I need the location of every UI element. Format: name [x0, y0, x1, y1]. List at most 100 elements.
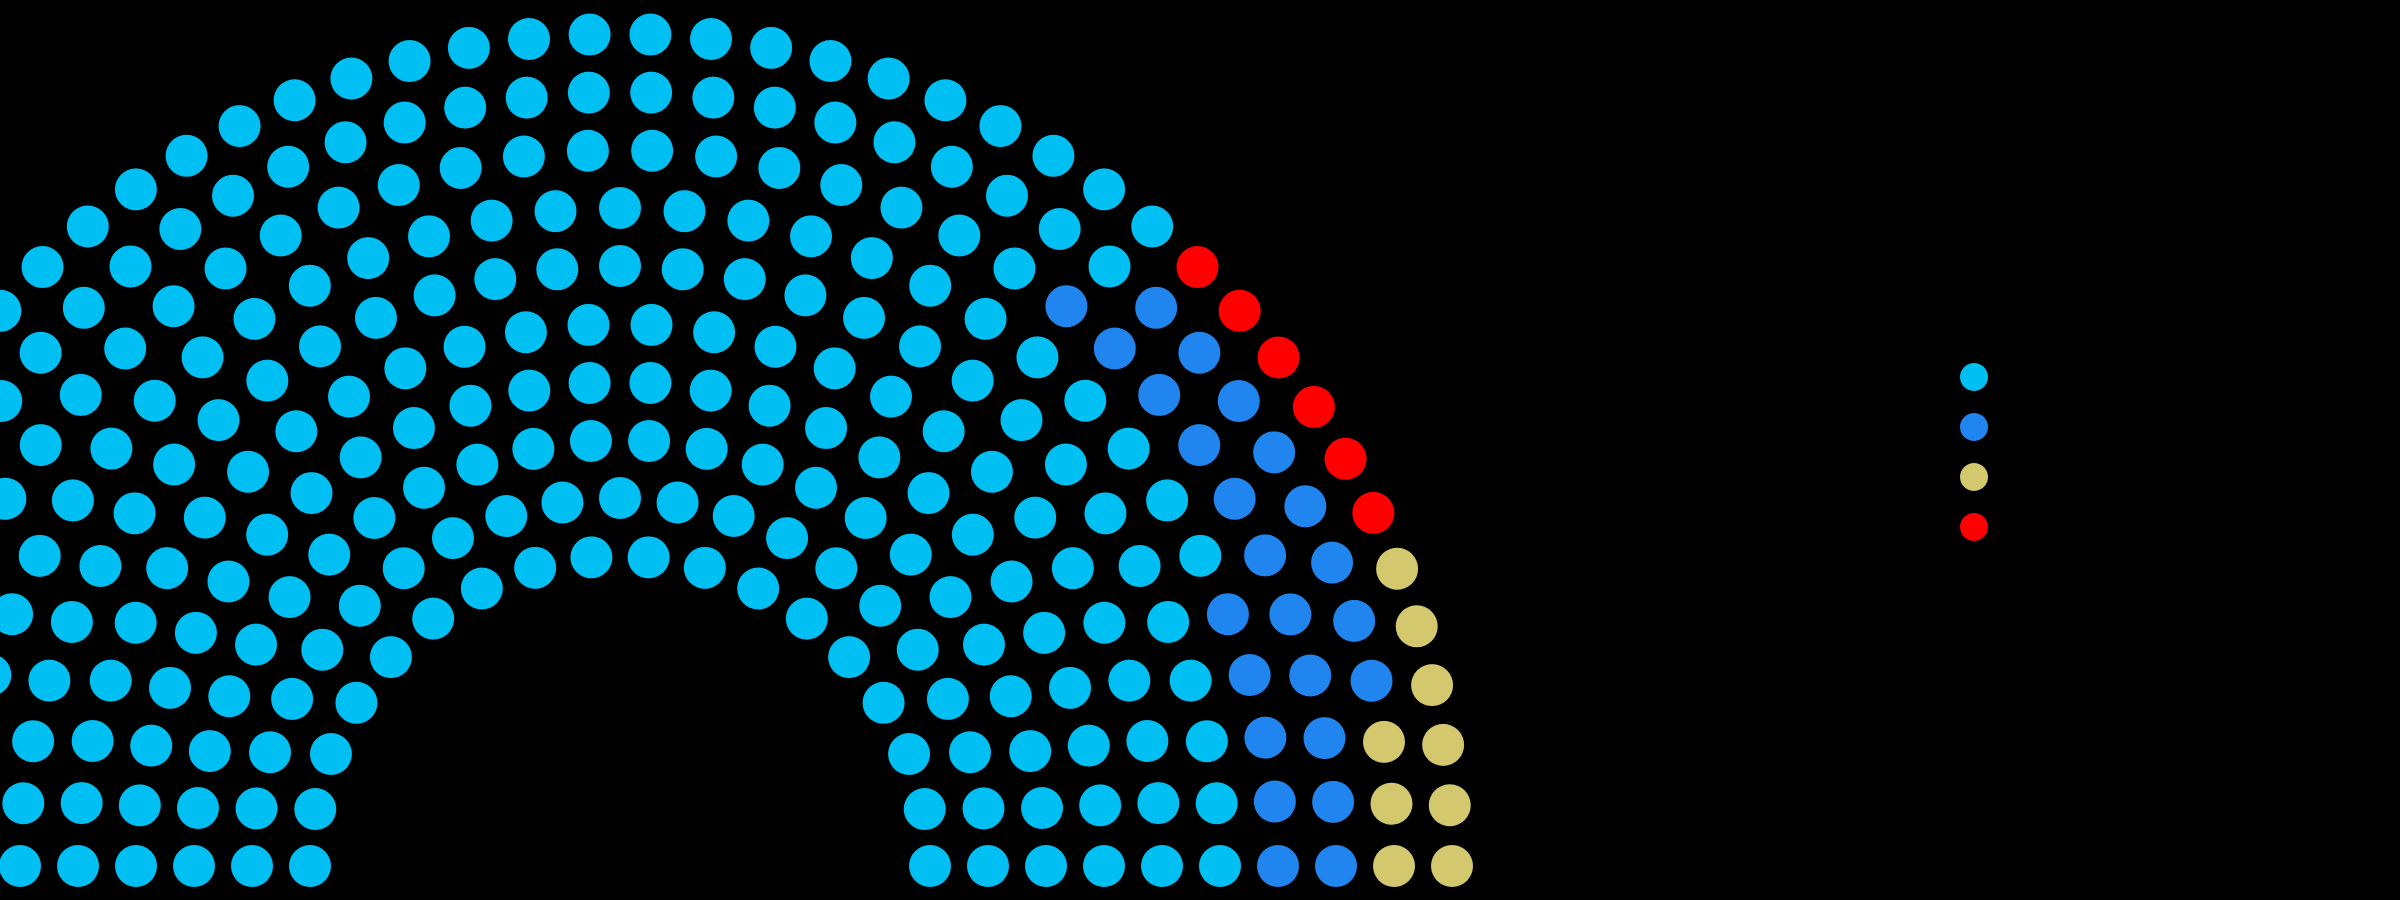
- seat[interactable]: [1269, 593, 1312, 636]
- seat[interactable]: [347, 237, 390, 280]
- seat[interactable]: [661, 248, 704, 291]
- seat[interactable]: [1038, 208, 1081, 251]
- seat[interactable]: [1021, 786, 1064, 829]
- seat[interactable]: [784, 274, 827, 317]
- seat[interactable]: [889, 533, 932, 576]
- seat[interactable]: [1147, 600, 1190, 643]
- seat[interactable]: [1411, 664, 1454, 707]
- seat[interactable]: [1178, 331, 1221, 374]
- seat[interactable]: [1217, 380, 1260, 423]
- seat[interactable]: [289, 845, 331, 887]
- seat[interactable]: [339, 436, 382, 479]
- seat[interactable]: [630, 71, 673, 114]
- seat[interactable]: [880, 186, 923, 229]
- seat[interactable]: [1000, 399, 1043, 442]
- seat[interactable]: [443, 325, 486, 368]
- seat[interactable]: [174, 611, 217, 654]
- seat[interactable]: [71, 720, 114, 763]
- seat[interactable]: [805, 407, 848, 450]
- seat[interactable]: [51, 479, 94, 522]
- seat[interactable]: [814, 101, 857, 144]
- seat[interactable]: [568, 361, 611, 404]
- seat[interactable]: [227, 450, 270, 493]
- seat[interactable]: [1352, 491, 1395, 534]
- seat[interactable]: [979, 105, 1022, 148]
- seat[interactable]: [1213, 477, 1256, 520]
- seat[interactable]: [1126, 720, 1169, 763]
- seat[interactable]: [629, 13, 672, 56]
- seat[interactable]: [758, 146, 801, 189]
- seat[interactable]: [204, 247, 247, 290]
- seat[interactable]: [990, 560, 1033, 603]
- seat[interactable]: [1141, 845, 1183, 887]
- seat[interactable]: [599, 245, 641, 287]
- seat[interactable]: [753, 86, 796, 129]
- seat[interactable]: [907, 472, 950, 515]
- seat[interactable]: [0, 477, 27, 520]
- seat[interactable]: [567, 303, 610, 346]
- seat[interactable]: [1138, 373, 1181, 416]
- seat[interactable]: [599, 477, 641, 519]
- seat[interactable]: [309, 733, 352, 776]
- seat[interactable]: [508, 369, 551, 412]
- seat[interactable]: [569, 419, 612, 462]
- seat[interactable]: [146, 547, 189, 590]
- seat[interactable]: [1257, 845, 1299, 887]
- seat[interactable]: [413, 274, 456, 317]
- seat[interactable]: [133, 379, 176, 422]
- seat[interactable]: [1195, 782, 1238, 825]
- seat[interactable]: [986, 174, 1028, 217]
- seat[interactable]: [815, 547, 858, 590]
- seat[interactable]: [903, 788, 946, 831]
- seat[interactable]: [505, 76, 548, 119]
- seat[interactable]: [924, 79, 967, 122]
- seat[interactable]: [57, 845, 99, 887]
- seat[interactable]: [862, 681, 905, 724]
- seat[interactable]: [1312, 780, 1355, 823]
- seat[interactable]: [1169, 659, 1212, 702]
- seat[interactable]: [249, 731, 292, 774]
- seat[interactable]: [809, 40, 852, 83]
- seat[interactable]: [1176, 246, 1219, 289]
- seat[interactable]: [474, 258, 517, 301]
- seat[interactable]: [275, 410, 318, 453]
- seat[interactable]: [631, 129, 674, 172]
- seat[interactable]: [790, 215, 833, 258]
- seat[interactable]: [412, 597, 455, 640]
- seat[interactable]: [1422, 723, 1465, 766]
- seat[interactable]: [259, 214, 302, 257]
- seat[interactable]: [858, 436, 901, 479]
- seat[interactable]: [1228, 653, 1271, 696]
- seat[interactable]: [1108, 659, 1151, 702]
- seat[interactable]: [1064, 379, 1107, 422]
- seat[interactable]: [785, 597, 828, 640]
- seat[interactable]: [21, 246, 64, 289]
- seat[interactable]: [439, 146, 482, 189]
- seat[interactable]: [514, 546, 557, 589]
- seat[interactable]: [308, 533, 351, 576]
- seat[interactable]: [870, 375, 912, 418]
- seat[interactable]: [1253, 431, 1296, 474]
- seat[interactable]: [335, 681, 378, 724]
- seat[interactable]: [930, 145, 973, 188]
- seat[interactable]: [0, 845, 41, 887]
- seat[interactable]: [1083, 168, 1126, 211]
- seat[interactable]: [246, 513, 289, 556]
- seat[interactable]: [233, 297, 276, 340]
- seat[interactable]: [176, 786, 219, 829]
- seat[interactable]: [1431, 845, 1473, 887]
- seat[interactable]: [1376, 547, 1419, 590]
- seat[interactable]: [153, 443, 196, 486]
- seat[interactable]: [1395, 605, 1438, 648]
- seat[interactable]: [89, 659, 132, 702]
- seat[interactable]: [115, 845, 157, 887]
- seat[interactable]: [19, 331, 62, 374]
- seat[interactable]: [1079, 784, 1122, 827]
- seat[interactable]: [28, 659, 71, 702]
- seat[interactable]: [859, 584, 902, 627]
- seat[interactable]: [130, 724, 173, 767]
- seat[interactable]: [59, 373, 102, 416]
- seat[interactable]: [820, 164, 863, 207]
- seat[interactable]: [1199, 845, 1241, 887]
- seat[interactable]: [1185, 720, 1228, 763]
